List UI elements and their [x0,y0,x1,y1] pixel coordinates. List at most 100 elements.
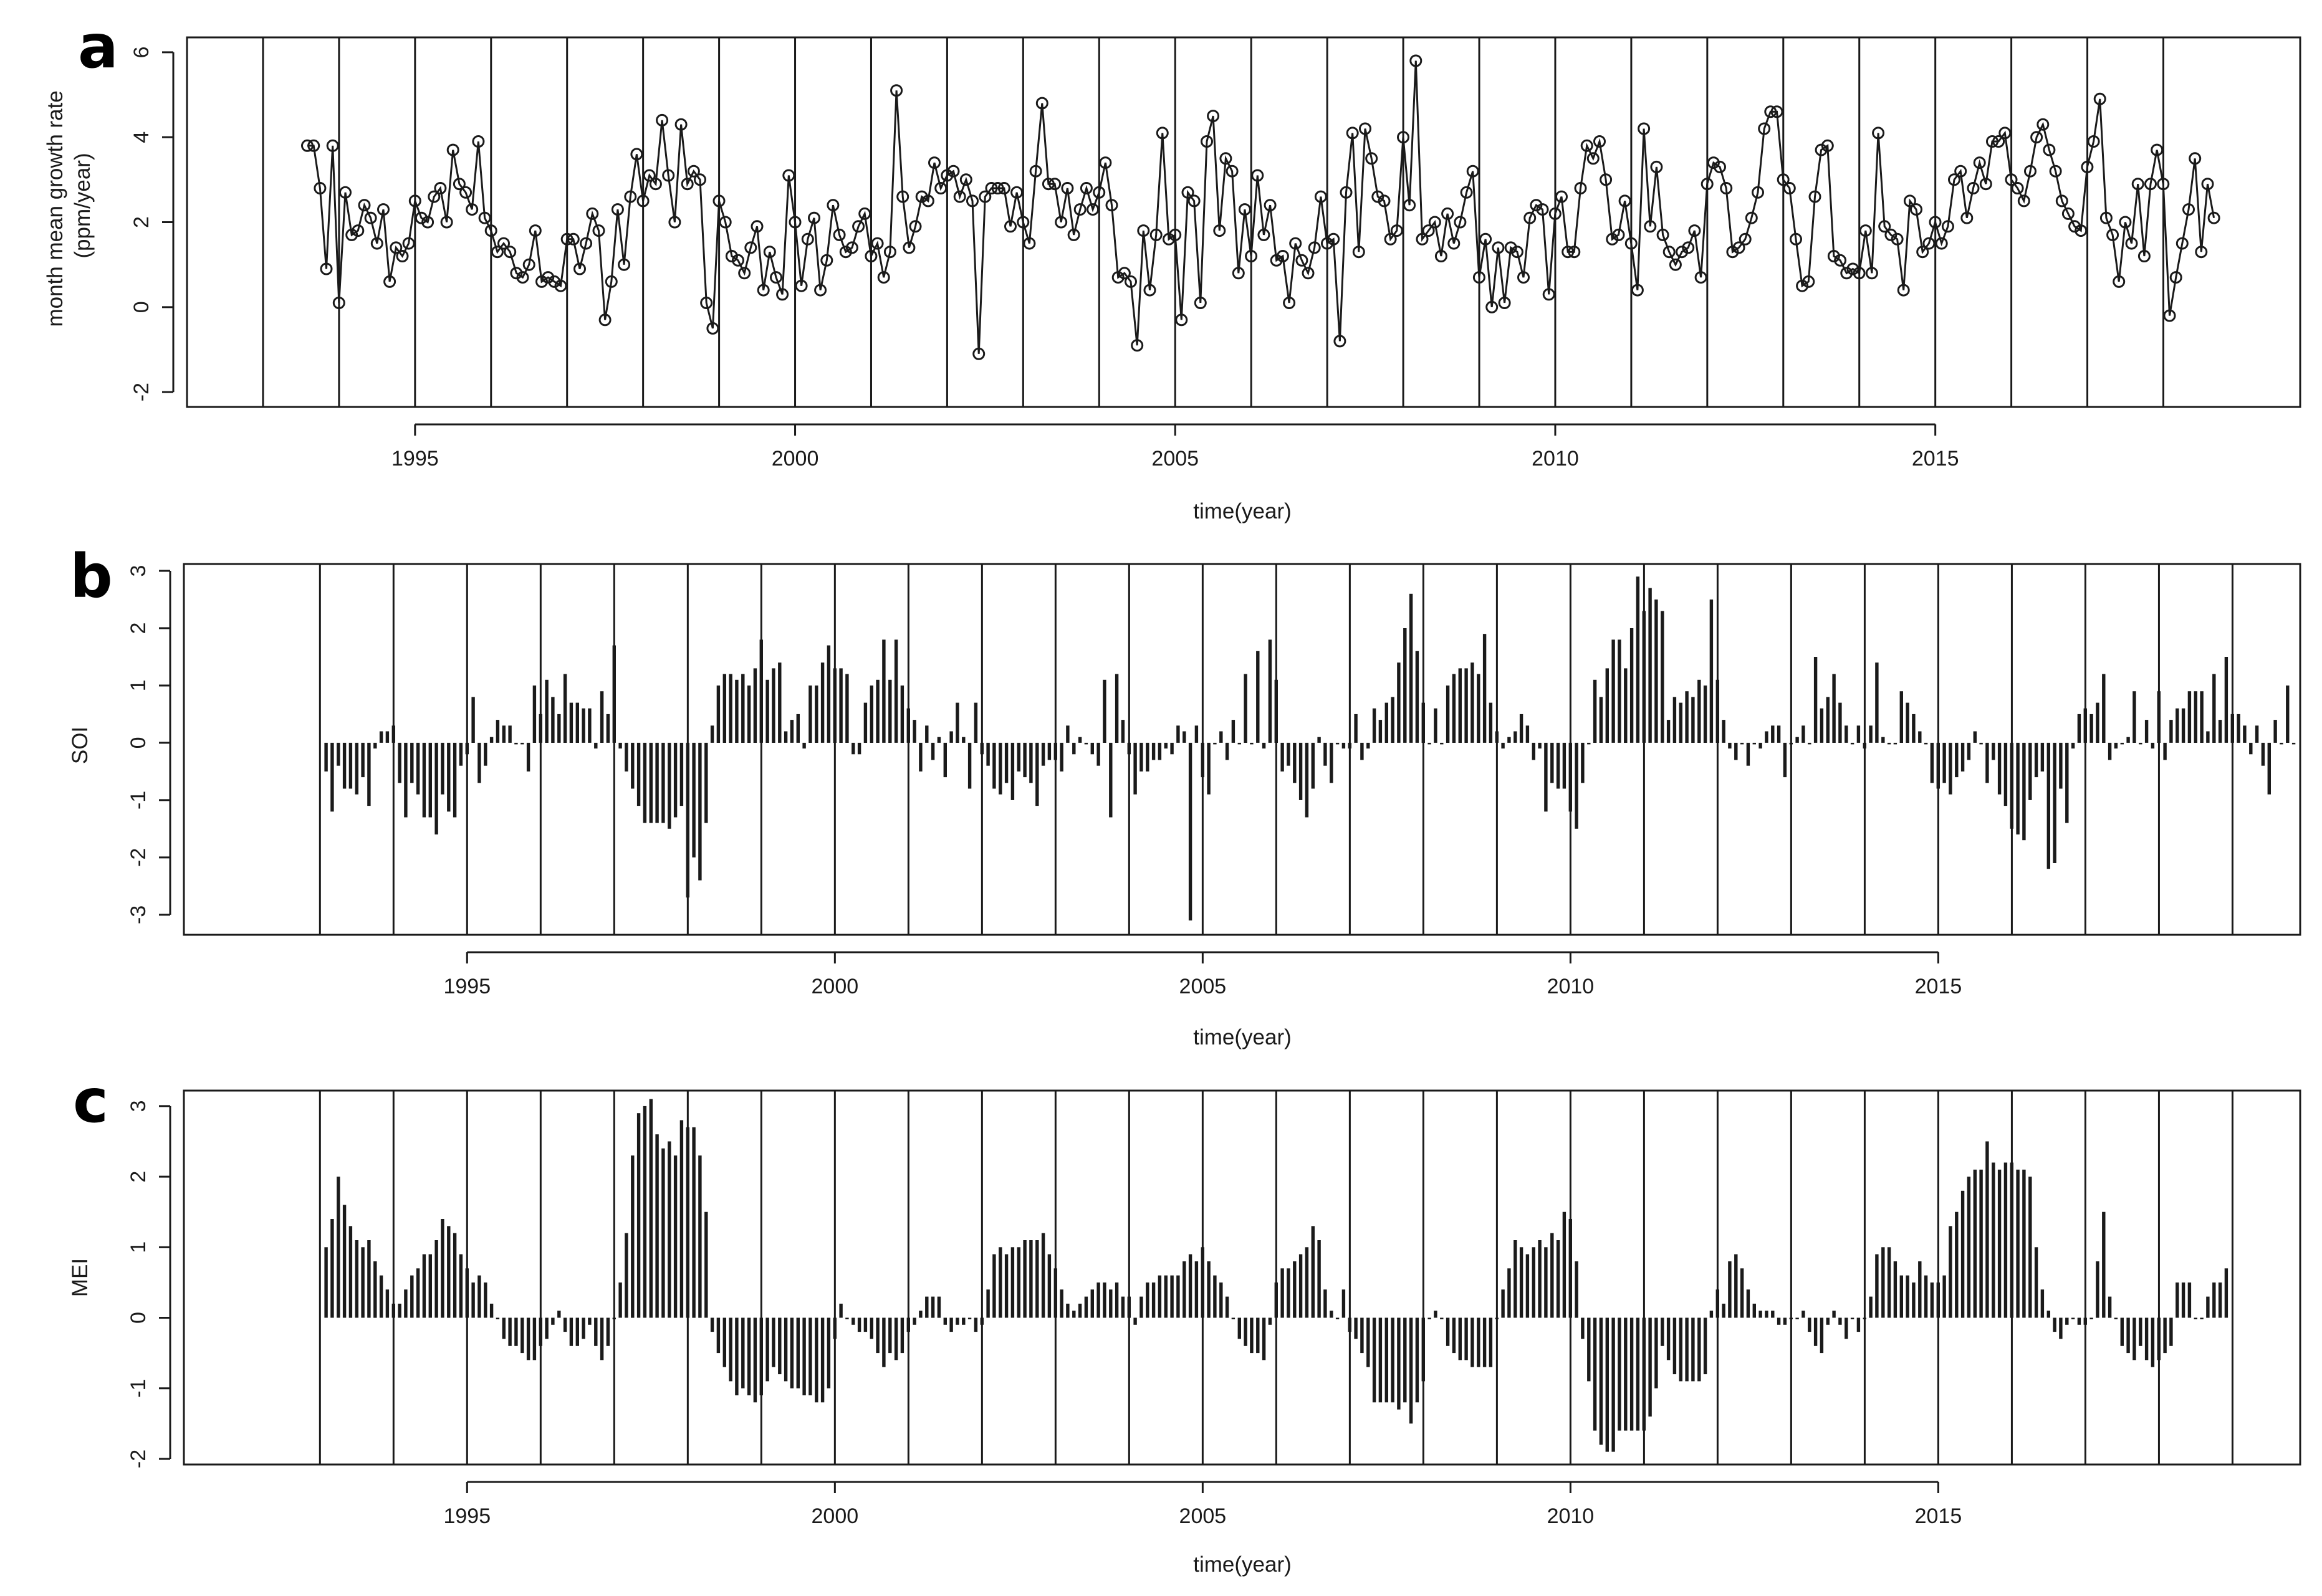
index-bar [1330,742,1333,783]
index-bar [747,686,751,743]
index-bar [668,1141,671,1318]
index-bar [882,639,886,743]
index-bar [1562,742,1566,789]
data-point [2189,152,2202,165]
data-point [580,237,593,250]
data-point [1201,135,1213,148]
index-bar [1556,742,1560,789]
data-point [1676,246,1689,259]
y-tick-label: 2 [127,1171,150,1183]
index-bar [692,742,696,858]
index-bar [1262,742,1266,749]
index-bar [1722,720,1725,743]
index-bar [1887,1247,1891,1318]
index-bar [545,1317,549,1339]
index-bar [1777,1317,1781,1325]
index-bar [1109,742,1113,818]
y-tick-label: 0 [127,737,150,748]
data-point [1169,228,1182,241]
index-bar [588,708,592,743]
index-bar [484,742,487,766]
data-point [611,203,624,216]
data-point [1067,228,1080,241]
index-bar [1514,731,1517,743]
index-bar [1231,1317,1235,1319]
index-bar [802,742,806,749]
index-bar [1918,1261,1922,1318]
index-bar [1544,742,1548,812]
data-point [725,250,738,262]
data-point [732,254,744,267]
index-bar [1899,691,1903,743]
index-bar [2059,742,2063,789]
index-bar [784,1317,788,1382]
index-bar [1293,742,1297,783]
data-point [370,237,383,250]
data-point [453,178,466,191]
data-point [1916,246,1929,259]
index-bar [1936,1282,1940,1318]
panel-a-y-axis-label: month mean growth rate (ppm/year) [43,84,95,327]
data-point [567,232,580,246]
index-bar [956,702,959,743]
index-bar [827,645,831,743]
data-point [630,148,643,161]
index-bar [919,1311,923,1318]
data-point [1891,232,1904,246]
index-bar [1672,697,1677,743]
index-bar [1158,742,1162,760]
index-bar [557,1311,561,1318]
data-point [1935,237,1948,250]
index-bar [852,1317,855,1325]
index-bar [1661,1317,1664,1346]
data-point [1384,232,1397,246]
index-bar [1881,737,1885,743]
data-point [1251,169,1264,182]
data-point [763,246,776,259]
index-bar [1893,1261,1897,1318]
index-bar [1850,742,1854,745]
index-bar [1967,742,1971,760]
index-bar [373,1261,377,1318]
data-point [1770,105,1783,118]
x-tick-label: 2015 [1915,1504,1962,1528]
index-bar [563,1317,567,1332]
index-bar [2016,742,2020,834]
index-bar [1366,742,1370,749]
index-bar [1146,742,1149,772]
index-bar [1219,1282,1223,1318]
data-point [1929,216,1942,229]
index-bar [1446,686,1450,743]
data-point [1371,190,1384,203]
data-point [2024,165,2037,178]
data-point [2087,135,2100,148]
panel-b-y-axis: -3 -2 -1 0 1 2 3 [127,565,171,924]
index-bar [428,1254,432,1318]
index-bar [1072,742,1076,755]
index-bar [1930,742,1934,783]
index-bar [1397,1317,1401,1410]
y-tick-label: 0 [130,301,153,313]
data-point [896,190,909,203]
index-bar [698,742,702,881]
index-bar [1053,742,1057,760]
index-bar [1017,742,1020,772]
index-bar [348,742,353,789]
y-tick-label: 1 [127,680,150,692]
index-bar [1648,1317,1652,1417]
index-bar [1654,1317,1658,1388]
y-tick-label: -1 [127,791,150,810]
data-point [478,211,491,224]
data-point [1485,300,1499,313]
data-point [2106,228,2119,241]
index-bar [735,1317,739,1395]
data-point [358,199,371,212]
index-bar [2089,714,2093,743]
data-point [390,241,403,254]
index-bar [1237,1317,1241,1339]
index-bar [1225,742,1229,760]
data-point [491,246,504,259]
data-point [694,173,706,186]
data-point [1593,135,1606,148]
index-bar [471,697,475,743]
